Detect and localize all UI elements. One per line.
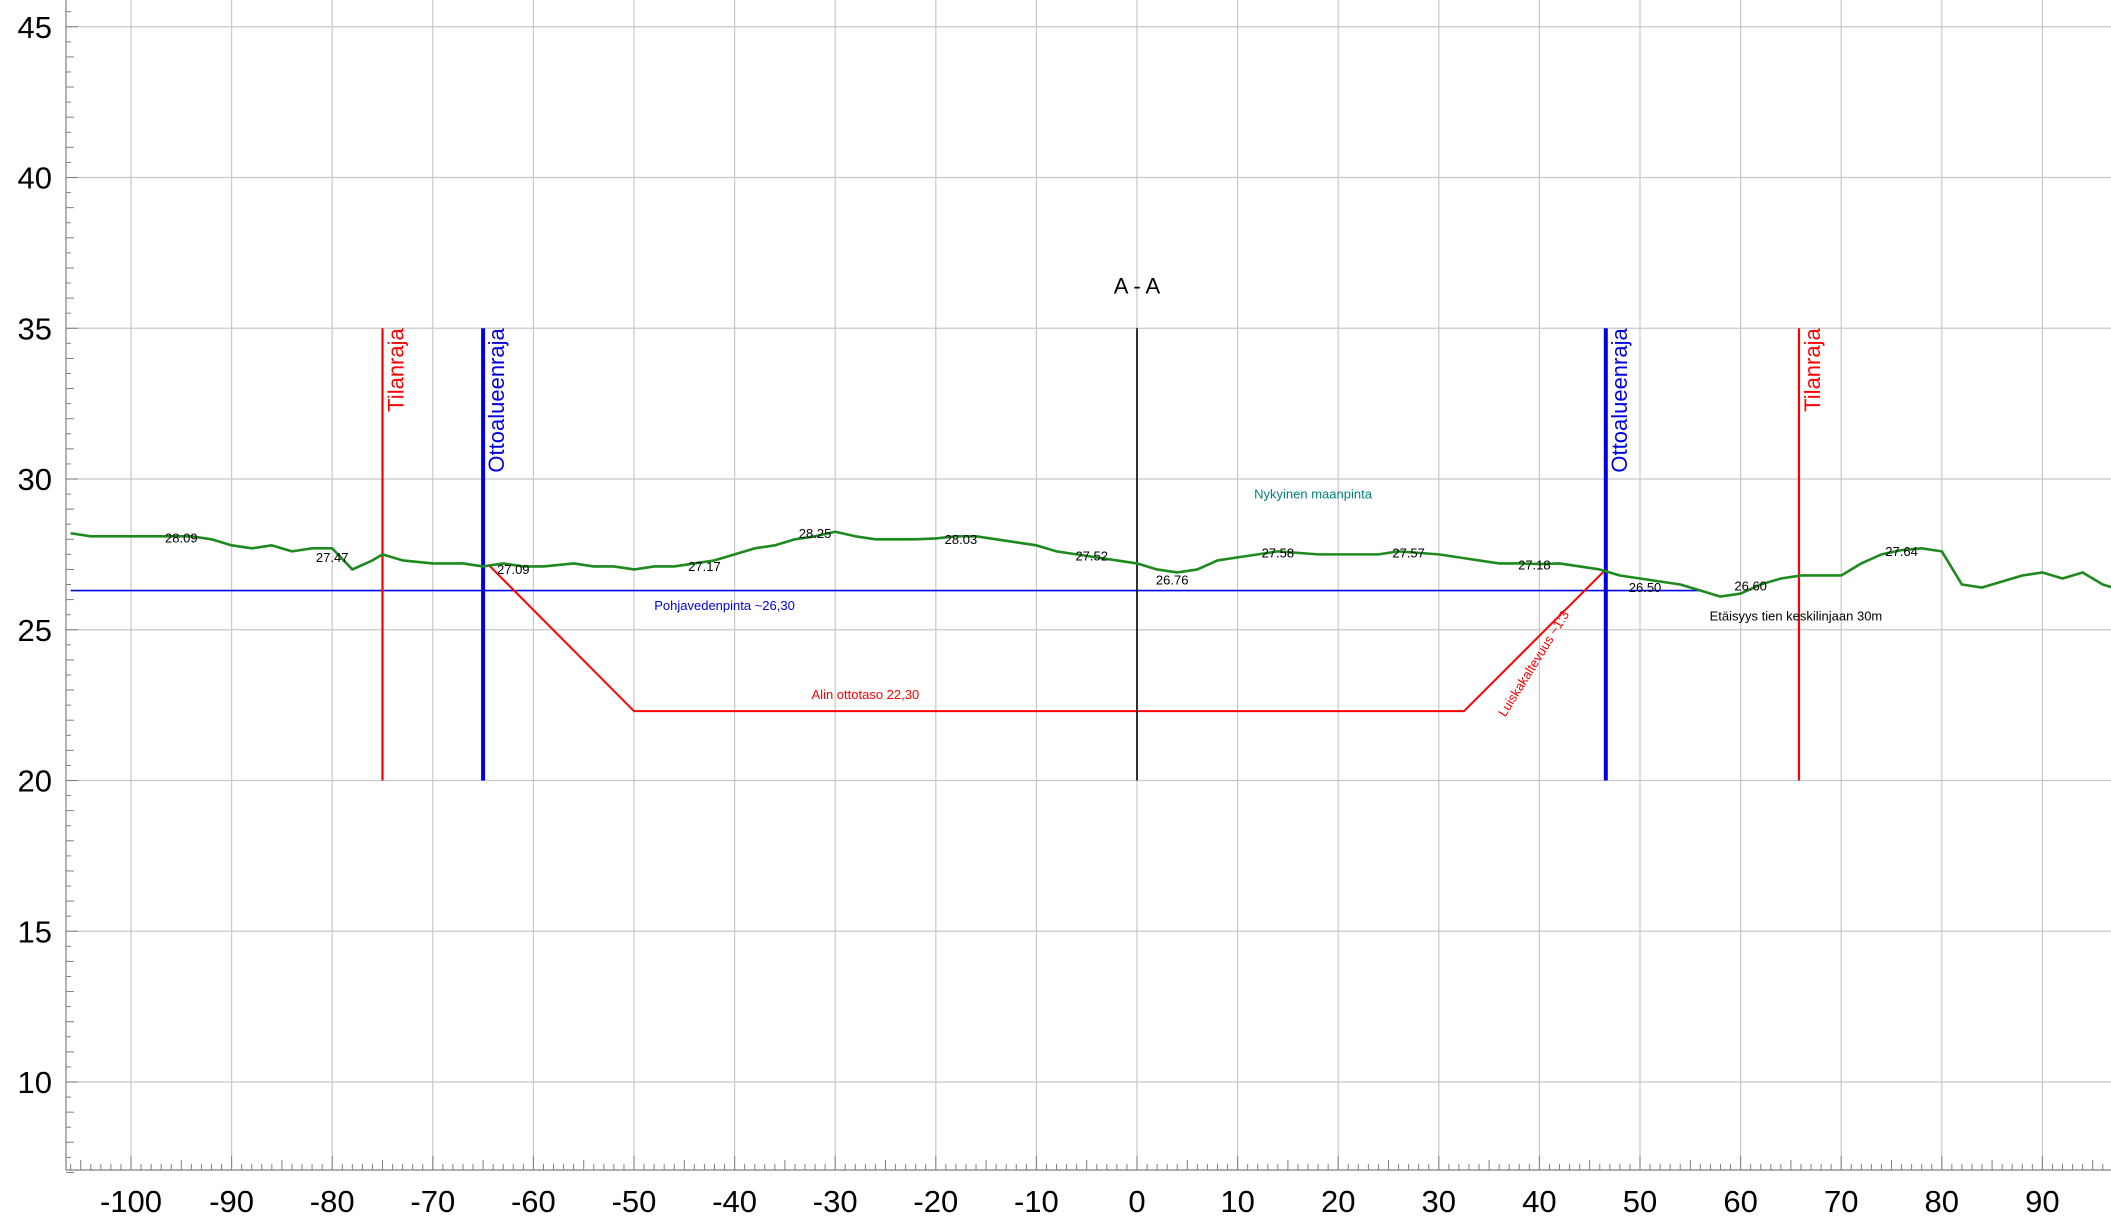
y-tick-label: 25 bbox=[18, 613, 52, 648]
y-tick-label: 30 bbox=[18, 462, 52, 497]
elevation-labels: 28.09 27.47 27.09 27.17 28.25 28.03 27.52 26.76… bbox=[165, 526, 1918, 595]
y-tick-label: 45 bbox=[18, 10, 52, 45]
elevation-label: 27.58 bbox=[1262, 545, 1295, 560]
distance-label: Etäisyys tien keskilinjaan 30m bbox=[1710, 609, 1883, 624]
axes bbox=[65, 0, 2111, 1171]
bottom-label: Alin ottotaso 22,30 bbox=[812, 687, 920, 702]
x-tick-labels: -100 -90 -80 -70 -60 -50 -40 -30 -20 -10 0 10 20 30 40… bbox=[100, 1184, 2060, 1219]
boundary-lines: Tilanraja Ottoalueenraja A - A Ottoalueenra… bbox=[381, 273, 1825, 781]
x-tick-label: -20 bbox=[913, 1184, 958, 1219]
y-tick-label: 15 bbox=[18, 914, 52, 949]
elevation-label: 28.25 bbox=[799, 526, 832, 541]
x-tick-label: 20 bbox=[1321, 1184, 1355, 1219]
elevation-label: 26.76 bbox=[1156, 573, 1189, 588]
elevation-label: 27.09 bbox=[497, 562, 530, 577]
minor-ticks bbox=[66, 11, 2104, 1173]
x-tick-label: -50 bbox=[612, 1184, 657, 1219]
x-tick-label: -100 bbox=[100, 1184, 162, 1219]
excavation-line bbox=[489, 565, 1607, 713]
vertical-label-blue: Ottoalueenraja bbox=[1607, 327, 1632, 472]
elevation-label: 27.18 bbox=[1518, 557, 1551, 572]
ground-line bbox=[70, 530, 2111, 598]
x-tick-label: -10 bbox=[1014, 1184, 1059, 1219]
x-tick-label: 0 bbox=[1128, 1184, 1145, 1219]
x-tick-label: 70 bbox=[1824, 1184, 1858, 1219]
ground-profile bbox=[70, 530, 2111, 598]
x-tick-label: 30 bbox=[1422, 1184, 1456, 1219]
x-tick-label: -80 bbox=[310, 1184, 355, 1219]
y-tick-label: 10 bbox=[18, 1065, 52, 1100]
water-label: Pohjavedenpinta ~26,30 bbox=[654, 598, 795, 613]
elevation-label: 26.60 bbox=[1734, 579, 1767, 594]
x-tick-label: -70 bbox=[410, 1184, 455, 1219]
x-tick-label: -90 bbox=[209, 1184, 254, 1219]
y-tick-label: 20 bbox=[18, 764, 52, 799]
y-tick-label: 35 bbox=[18, 311, 52, 346]
elevation-label: 27.17 bbox=[688, 559, 721, 574]
vertical-label-red: Tilanraja bbox=[1800, 327, 1825, 411]
x-tick-label: 80 bbox=[1925, 1184, 1959, 1219]
x-tick-label: -40 bbox=[712, 1184, 757, 1219]
elevation-label: 27.57 bbox=[1392, 545, 1425, 560]
x-tick-label: 60 bbox=[1723, 1184, 1757, 1219]
x-tick-label: 40 bbox=[1522, 1184, 1556, 1219]
x-tick-label: 50 bbox=[1623, 1184, 1657, 1219]
excavation-profile bbox=[489, 565, 1607, 713]
x-tick-label: -30 bbox=[813, 1184, 858, 1219]
elevation-label: 27.52 bbox=[1075, 548, 1108, 563]
grid bbox=[66, 0, 2111, 1170]
x-tick-label: 90 bbox=[2025, 1184, 2059, 1219]
ground-label: Nykyinen maanpinta bbox=[1254, 487, 1373, 502]
y-tick-labels: 10 15 20 25 30 35 40 45 bbox=[18, 10, 52, 1100]
elevation-label: 28.03 bbox=[945, 532, 978, 547]
slope-label: Luiskakaltevuus ~1:3 bbox=[1495, 608, 1572, 719]
x-tick-label: 10 bbox=[1220, 1184, 1254, 1219]
elevation-label: 26.50 bbox=[1629, 580, 1662, 595]
x-tick-label: -60 bbox=[511, 1184, 556, 1219]
vertical-label-red: Tilanraja bbox=[384, 327, 409, 411]
elevation-label: 27.47 bbox=[316, 550, 349, 565]
vertical-label-blue: Ottoalueenraja bbox=[484, 327, 509, 472]
section-title: A - A bbox=[1114, 273, 1161, 298]
elevation-label: 27.64 bbox=[1885, 544, 1918, 559]
y-tick-label: 40 bbox=[18, 161, 52, 196]
elevation-label: 28.09 bbox=[165, 530, 198, 545]
annotations: Nykyinen maanpinta Pohjavedenpinta ~26,30… bbox=[654, 487, 1882, 720]
